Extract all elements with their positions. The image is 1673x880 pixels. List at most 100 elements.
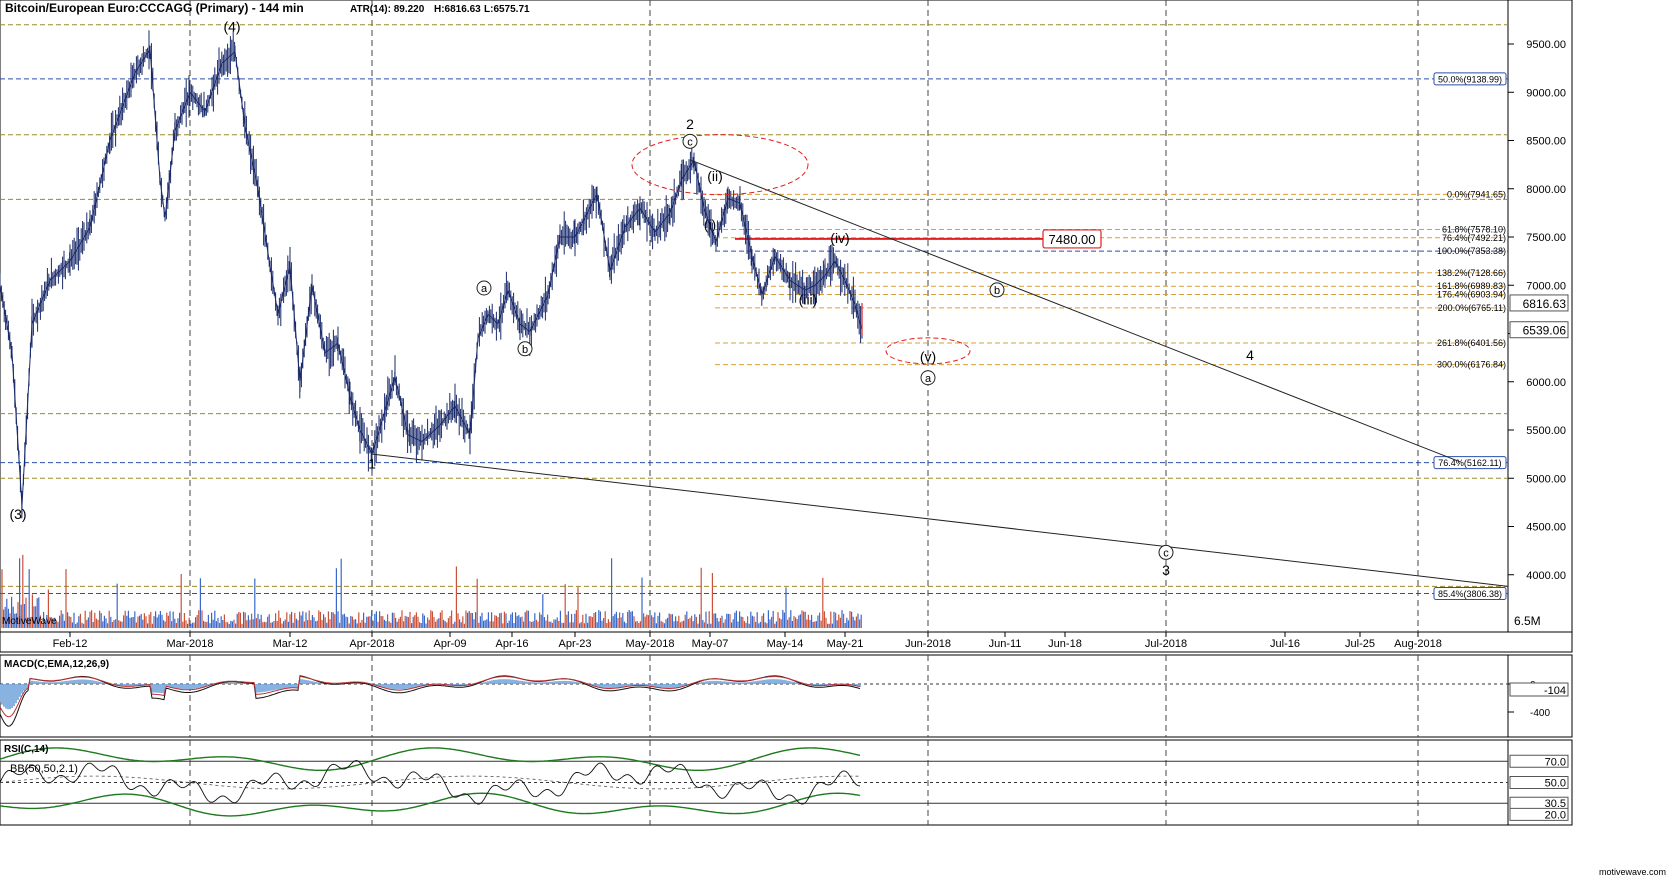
fib-down-label-3: 100.0%(7353.38) — [1437, 246, 1506, 256]
y-tick-label-3: 8000.00 — [1526, 184, 1566, 196]
fib-down-label-9: 300.0%(6176.84) — [1437, 360, 1506, 370]
key-level-label: 7480.00 — [1049, 232, 1096, 247]
rsi-level-label-0: 70.0 — [1545, 756, 1566, 768]
x-tick-label-10: May-21 — [827, 638, 864, 650]
x-tick-label-15: Jul-16 — [1270, 638, 1300, 650]
fib-levels: 50.0%(9138.99) 76.4%(5162.11) 85.4%(3806.3… — [0, 24, 1508, 600]
wave-label-5: (ii) — [707, 168, 723, 184]
wave-v-target-ellipse — [885, 337, 971, 365]
x-tick-label-5: Apr-16 — [495, 638, 528, 650]
x-tick-label-14: Jul-2018 — [1145, 638, 1187, 650]
macd-tick-label-1: -400 — [1530, 708, 1550, 719]
upper-trendline — [689, 159, 1461, 463]
fib-up-label-0: 50.0%(9138.99) — [1438, 74, 1502, 84]
rsi-line — [0, 760, 861, 805]
x-tick-label-2: Mar-12 — [273, 638, 308, 650]
fib-up-box-2 — [1433, 586, 1507, 600]
wave-label-15: 3 — [1162, 562, 1170, 578]
wave-circle-11 — [989, 282, 1005, 298]
last-price-box — [1509, 294, 1569, 312]
atr-readout: ATR(14): 89.220 — [350, 4, 425, 15]
y-tick-label-0: 9500.00 — [1526, 39, 1566, 51]
macd-panel: 0-400-104 — [0, 675, 1569, 727]
wave-label-13: a — [925, 373, 932, 385]
fib-down-label-1: 61.8%(7578.10) — [1442, 224, 1506, 234]
macd-signal-line — [0, 675, 861, 718]
high-readout: H:6816.63 — [434, 4, 481, 15]
y-tick-label-11: 4000.00 — [1526, 570, 1566, 582]
y-tick-label-2: 8500.00 — [1526, 136, 1566, 148]
x-tick-label-16: Jul-25 — [1345, 638, 1375, 650]
x-tick-label-3: Apr-2018 — [349, 638, 394, 650]
x-tick-label-1: Mar-2018 — [166, 638, 213, 650]
fib-down-label-4: 138.2%(7128.66) — [1437, 268, 1506, 278]
trend-lines — [371, 134, 1509, 587]
rsi-title: RSI(C,14) — [4, 744, 48, 755]
wave-label-9: a — [481, 283, 488, 295]
fib-up-label-2: 85.4%(3806.38) — [1438, 589, 1502, 599]
fib-down-label-2: 76.4%(7492.21) — [1442, 233, 1506, 243]
wave-label-11: b — [994, 285, 1000, 297]
x-tick-label-11: Jun-2018 — [905, 638, 951, 650]
wave-label-2: 1 — [368, 456, 376, 472]
wave-circle-9 — [476, 280, 492, 296]
price-series — [0, 30, 863, 519]
volume-bars — [1, 554, 862, 628]
x-tick-label-17: Aug-2018 — [1394, 638, 1442, 650]
fib-up-box-0 — [1433, 72, 1507, 86]
wave2-target-ellipse — [631, 134, 809, 196]
y-tick-label-4: 7500.00 — [1526, 232, 1566, 244]
wave-label-7: (iv) — [830, 230, 849, 246]
macd-value: -104 — [1544, 685, 1566, 697]
wave-label-10: b — [522, 344, 528, 356]
wave-label-0: (4) — [223, 18, 240, 34]
wave-label-16: 4 — [1246, 347, 1254, 363]
bb-subtitle: BB(50,50,2.1) — [10, 763, 78, 775]
y-tick-label-10: 4500.00 — [1526, 522, 1566, 534]
lower-trendline — [371, 453, 1509, 587]
chart-title: Bitcoin/European Euro:CCCAGG (Primary) -… — [5, 1, 304, 15]
low-readout: L:6575.71 — [484, 4, 530, 15]
main-plot-frame — [0, 0, 1509, 633]
x-tick-label-7: May-2018 — [626, 638, 675, 650]
wave-circle-14 — [1158, 544, 1174, 560]
bar-close-label: 6539.06 — [1523, 324, 1567, 338]
rsi-level-box-3 — [1509, 807, 1569, 821]
wave-label-14: c — [1163, 547, 1169, 559]
fib-down-label-5: 161.8%(6989.83) — [1437, 281, 1506, 291]
price-axis-frame — [1507, 0, 1573, 633]
watermark-small: MotiveWave — [2, 616, 57, 627]
x-tick-label-9: May-14 — [767, 638, 804, 650]
x-tick-label-6: Apr-23 — [558, 638, 591, 650]
last-price-label: 6816.63 — [1523, 297, 1567, 311]
rsi-panel: 70.0 50.0 30.520.0 — [0, 747, 1569, 821]
footer-brand: motivewave.com — [1599, 867, 1666, 877]
wave-label-8: (iii) — [799, 292, 818, 308]
volume-down — [1, 554, 861, 628]
y-tick-label-7: 6000.00 — [1526, 377, 1566, 389]
wave-label-4: c — [687, 136, 693, 148]
wave-circle-13 — [920, 370, 936, 386]
fib-up-box-1 — [1433, 456, 1507, 470]
x-tick-label-12: Jun-11 — [989, 638, 1022, 650]
rsi-level-box-0 — [1509, 754, 1569, 768]
y-tick-label-9: 5000.00 — [1526, 473, 1566, 485]
rsi-level-box-1 — [1509, 776, 1569, 789]
close-line — [0, 47, 863, 506]
fib-down-label-6: 176.4%(6903.94) — [1437, 290, 1506, 300]
y-tick-label-1: 9000.00 — [1526, 87, 1566, 99]
macd-value-box — [1509, 682, 1569, 697]
grid — [189, 0, 1419, 825]
date-axis-frame — [0, 631, 1573, 653]
wave-labels: (4) (3) 1 2 c (ii) (i) (iv) (iii) a b b (v) a c 3 4 — [9, 18, 1254, 577]
wave-circle-10 — [517, 341, 533, 357]
rsi-level-label-3: 20.0 — [1545, 809, 1566, 821]
wave-circle-4 — [682, 133, 698, 149]
bb-lower — [0, 792, 861, 817]
fib-down-label-0: 0.0%(7941.65) — [1447, 189, 1506, 199]
y-tick-label-5: 7000.00 — [1526, 280, 1566, 292]
x-tick-label-13: Jun-18 — [1048, 638, 1082, 650]
volume-label: 6.5M — [1514, 614, 1541, 628]
fib-up-label-1: 76.4%(5162.11) — [1438, 458, 1501, 468]
